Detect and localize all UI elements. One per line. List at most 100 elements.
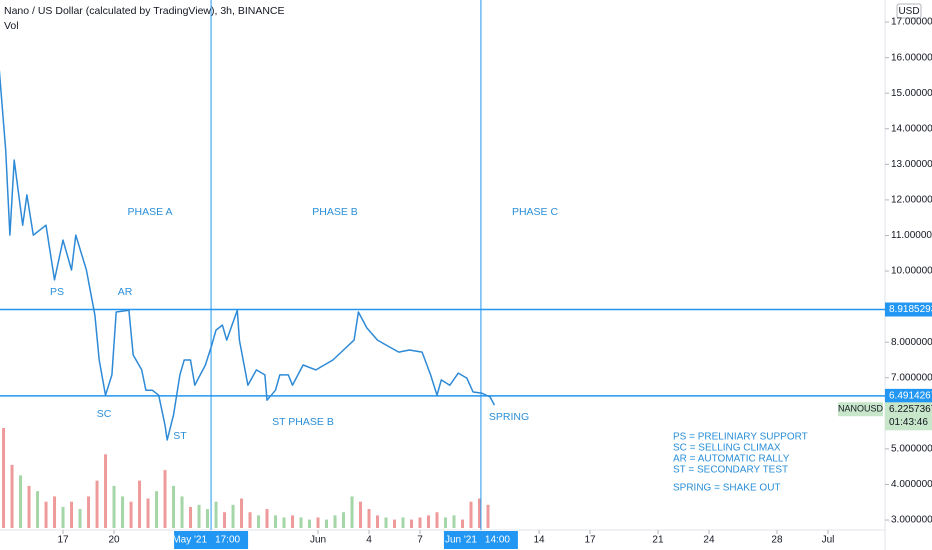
volume-bar [384, 517, 388, 528]
volume-bar [121, 496, 125, 528]
y-tick-label: 14.0000000 [891, 123, 932, 134]
symbol-label: NANOUSD [838, 404, 884, 414]
volume-bar [393, 519, 397, 528]
volume-bar [189, 506, 193, 528]
y-tick-label: 16.0000000 [891, 52, 932, 63]
volume-bar [401, 517, 405, 528]
y-tick-label: 10.0000000 [891, 266, 932, 277]
symbol-badge [838, 402, 883, 417]
x-tick-label: Jul [822, 535, 835, 546]
currency-badge[interactable] [896, 3, 922, 19]
annotation: ST PHASE B [272, 416, 334, 428]
annotation: PHASE C [512, 206, 559, 218]
time-label-box [443, 531, 518, 549]
volume-bar [486, 504, 490, 528]
volume-bar [452, 515, 456, 528]
y-tick-label: 7.0000000 [891, 372, 932, 383]
note: SC = SELLING CLIMAX [673, 443, 781, 454]
price-label-box [885, 302, 932, 317]
y-tick-label: 15.0000000 [891, 88, 932, 99]
time-label-time: 17:00 [215, 535, 240, 546]
volume-bar [146, 498, 150, 528]
volume-bar [27, 485, 31, 528]
time-label-date: 25 May '21 [158, 535, 207, 546]
volume-bar [172, 485, 176, 528]
volume-bar [316, 517, 320, 528]
volume-bar [418, 517, 422, 528]
x-tick-label: 28 [771, 535, 783, 546]
x-tick-label: 17 [584, 535, 596, 546]
volume-bar [342, 512, 346, 528]
annotation: SPRING [489, 411, 529, 423]
volume-bar [478, 498, 482, 528]
y-tick-label: 11.0000000 [891, 230, 932, 241]
y-tick-label: 4.0000000 [891, 479, 932, 490]
volume-bar [410, 519, 414, 528]
countdown-label: 01:43:46 [889, 417, 928, 428]
volume-bar [78, 509, 82, 528]
y-tick-label: 5.0000000 [891, 444, 932, 455]
volume-bar [427, 515, 431, 528]
annotation: PS [50, 286, 64, 298]
x-tick-label: 21 [652, 535, 664, 546]
y-tick-label: 13.0000000 [891, 159, 932, 170]
volume-bar [223, 512, 227, 528]
annotation: PHASE B [312, 206, 358, 218]
volume-bar [155, 491, 159, 528]
x-tick-label: Jun [310, 535, 326, 546]
annotation: ST [173, 430, 187, 442]
y-tick-label: 17.0000000 [891, 17, 932, 28]
volume-bar [19, 475, 23, 528]
volume-bar [197, 504, 201, 528]
volume-bar [61, 506, 65, 528]
volume-bar [240, 498, 244, 528]
x-tick-label: 20 [108, 535, 120, 546]
y-tick-label: 12.0000000 [891, 195, 932, 206]
volume-bar [350, 496, 354, 528]
price-label-box [885, 388, 932, 403]
volume-bar [129, 501, 133, 528]
volume-bar [291, 515, 295, 528]
volume-bar [308, 519, 312, 528]
time-label-time: 14:00 [485, 535, 510, 546]
x-tick-label: 24 [703, 535, 715, 546]
price-label: 8.9185293 [889, 304, 932, 315]
note: PS = PRELINIARY SUPPORT [673, 432, 808, 443]
volume-bar [180, 496, 184, 528]
volume-bar [359, 501, 363, 528]
time-label-date: 10 Jun '21 [431, 535, 477, 546]
annotation: SC [97, 408, 112, 420]
volume-bar [53, 496, 57, 528]
volume-bar [87, 496, 91, 528]
y-tick-label: 3.0000000 [891, 515, 932, 526]
volume-bar [299, 517, 303, 528]
volume-bar [70, 501, 74, 528]
volume-bar [44, 501, 48, 528]
volume-bar [265, 509, 269, 528]
volume-bar [461, 519, 465, 528]
x-tick-label: 4 [366, 535, 372, 546]
x-tick-label: 7 [417, 535, 423, 546]
currency-label[interactable]: USD [898, 6, 919, 17]
volume-bar [325, 519, 329, 528]
volume-bar [95, 480, 99, 528]
volume-bar [435, 512, 439, 528]
volume-bar [163, 470, 167, 528]
chart-title: Nano / US Dollar (calculated by TradingV… [4, 5, 285, 17]
annotation: PHASE A [128, 206, 173, 218]
volume-bar [469, 501, 473, 528]
volume-label: Vol [4, 20, 19, 32]
volume-bar [444, 517, 448, 528]
y-tick-label: 8.0000000 [891, 337, 932, 348]
note: SPRING = SHAKE OUT [673, 483, 781, 494]
volume-bar [274, 515, 278, 528]
time-label-box [174, 531, 249, 549]
volume-bar [10, 464, 14, 528]
volume-bar [2, 428, 6, 528]
volume-bar [231, 504, 235, 528]
volume-bar [282, 517, 286, 528]
volume-bar [376, 515, 380, 528]
volume-bar [367, 509, 371, 528]
